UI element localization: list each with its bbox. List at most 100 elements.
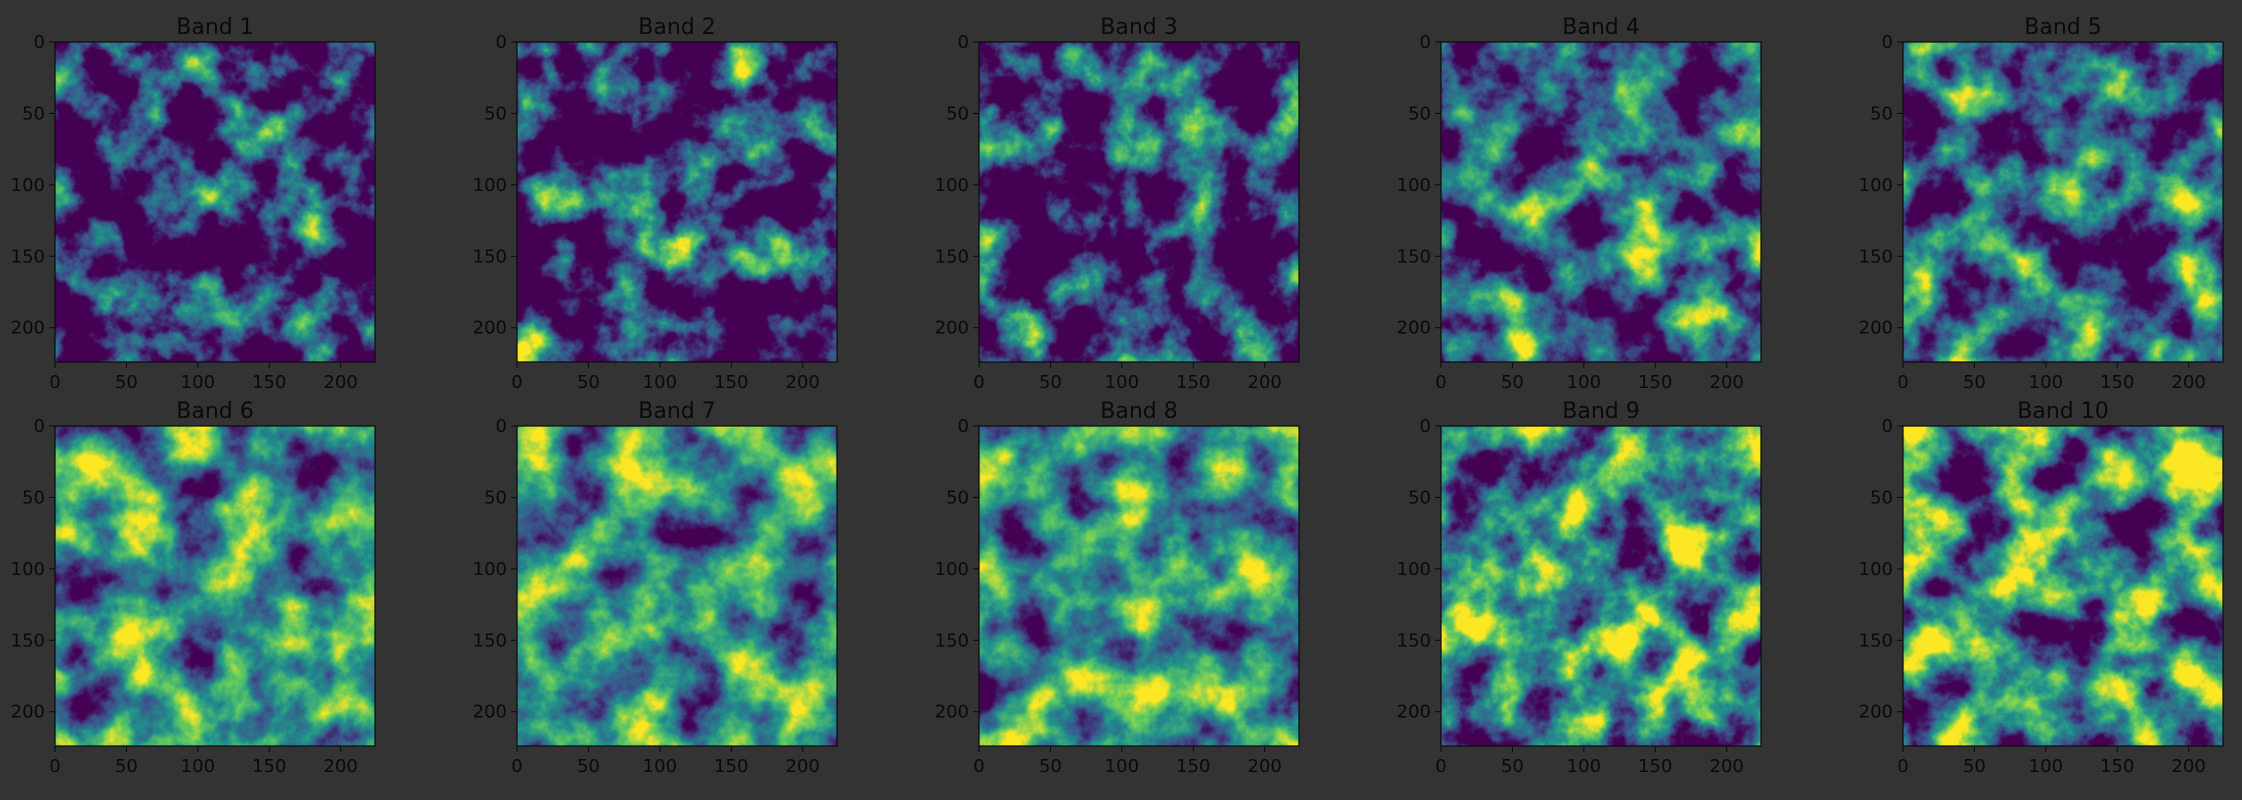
x-tick-label: 200 — [324, 756, 358, 777]
subplot-band-2: Band 2 0 50 100 150 200 0 50 100 150 200 — [473, 15, 838, 393]
x-tick-label: 100 — [643, 372, 677, 393]
x-tick-label: 0 — [1435, 756, 1446, 777]
y-tick-label: 50 — [946, 103, 969, 124]
y-tick-label: 100 — [935, 559, 969, 580]
x-tick-label: 50 — [115, 756, 138, 777]
x-tick-label: 200 — [1248, 756, 1282, 777]
y-tick-label: 150 — [11, 630, 45, 651]
x-tick-label: 100 — [181, 756, 215, 777]
band-image — [979, 426, 1299, 746]
y-tick-label: 200 — [473, 318, 507, 339]
band-image — [1441, 426, 1761, 746]
y-tick-label: 50 — [946, 487, 969, 508]
subplot-band-3: Band 3 0 50 100 150 200 0 50 100 150 200 — [935, 15, 1300, 393]
y-tick-label: 150 — [1859, 246, 1893, 267]
band-image — [517, 426, 837, 746]
subplot-band-8: Band 8 0 50 100 150 200 0 50 100 150 200 — [935, 399, 1300, 777]
x-tick-label: 0 — [511, 372, 522, 393]
y-tick-label: 100 — [935, 175, 969, 196]
y-tick-label: 0 — [958, 416, 969, 437]
x-tick-label: 150 — [1638, 756, 1672, 777]
x-tick-label: 50 — [1963, 372, 1986, 393]
y-tick-label: 50 — [484, 103, 507, 124]
band-image — [1903, 426, 2223, 746]
y-tick-label: 200 — [935, 702, 969, 723]
subplot-band-4: Band 4 0 50 100 150 200 0 50 100 150 200 — [1397, 15, 1762, 393]
y-tick-label: 100 — [11, 175, 45, 196]
x-tick-label: 50 — [115, 372, 138, 393]
axes-frame — [978, 41, 1300, 363]
x-tick-label: 50 — [1039, 372, 1062, 393]
x-tick-label: 50 — [1501, 372, 1524, 393]
band-image — [1441, 42, 1761, 362]
y-tick-label: 200 — [935, 318, 969, 339]
x-tick-label: 0 — [511, 756, 522, 777]
axes-frame — [1440, 425, 1762, 747]
y-tick-label: 0 — [34, 416, 45, 437]
axes-frame — [54, 41, 376, 363]
x-tick-label: 200 — [2172, 756, 2206, 777]
axes-frame — [1902, 425, 2224, 747]
y-tick-label: 50 — [22, 103, 45, 124]
axes-frame — [516, 41, 838, 363]
axes-frame — [978, 425, 1300, 747]
subplot-title: Band 5 — [2024, 15, 2101, 40]
y-tick-label: 200 — [1397, 318, 1431, 339]
x-tick-label: 50 — [1963, 756, 1986, 777]
x-tick-label: 0 — [49, 372, 60, 393]
x-tick-label: 50 — [1039, 756, 1062, 777]
y-tick-label: 150 — [935, 630, 969, 651]
x-tick-label: 150 — [2100, 756, 2134, 777]
y-tick-label: 50 — [22, 487, 45, 508]
y-tick-label: 150 — [11, 246, 45, 267]
subplot-title: Band 2 — [638, 15, 715, 40]
subplot-band-7: Band 7 0 50 100 150 200 0 50 100 150 200 — [473, 399, 838, 777]
y-tick-label: 0 — [1882, 32, 1893, 53]
y-tick-label: 0 — [1882, 416, 1893, 437]
subplot-band-9: Band 9 0 50 100 150 200 0 50 100 150 200 — [1397, 399, 1762, 777]
y-tick-label: 150 — [473, 246, 507, 267]
y-tick-label: 100 — [11, 559, 45, 580]
x-tick-label: 0 — [49, 756, 60, 777]
band-image — [979, 42, 1299, 362]
x-tick-label: 100 — [2029, 372, 2063, 393]
x-tick-label: 200 — [786, 372, 820, 393]
y-tick-label: 0 — [1420, 416, 1431, 437]
x-tick-label: 100 — [1105, 756, 1139, 777]
x-tick-label: 0 — [1897, 756, 1908, 777]
subplot-title: Band 7 — [638, 399, 715, 424]
x-tick-label: 200 — [1710, 756, 1744, 777]
y-tick-label: 0 — [958, 32, 969, 53]
y-tick-label: 100 — [1859, 559, 1893, 580]
x-tick-label: 150 — [714, 372, 748, 393]
y-tick-label: 0 — [34, 32, 45, 53]
subplot-title: Band 8 — [1100, 399, 1177, 424]
y-tick-label: 200 — [1397, 702, 1431, 723]
y-tick-label: 150 — [1397, 246, 1431, 267]
x-tick-label: 200 — [1710, 372, 1744, 393]
x-tick-label: 50 — [577, 372, 600, 393]
y-tick-label: 50 — [1408, 103, 1431, 124]
subplot-band-10: Band 10 0 50 100 150 200 0 50 100 150 200 — [1859, 399, 2224, 777]
x-tick-label: 100 — [643, 756, 677, 777]
x-tick-label: 100 — [1567, 756, 1601, 777]
y-tick-label: 0 — [1420, 32, 1431, 53]
y-tick-label: 200 — [473, 702, 507, 723]
x-tick-label: 50 — [1501, 756, 1524, 777]
band-image — [1903, 42, 2223, 362]
band-image — [55, 426, 375, 746]
y-tick-label: 200 — [11, 318, 45, 339]
axes-frame — [516, 425, 838, 747]
y-tick-label: 200 — [1859, 318, 1893, 339]
x-tick-label: 200 — [2172, 372, 2206, 393]
y-tick-label: 50 — [1870, 487, 1893, 508]
x-tick-label: 0 — [1435, 372, 1446, 393]
y-tick-label: 100 — [473, 559, 507, 580]
subplot-band-6: Band 6 0 50 100 150 200 0 50 100 150 200 — [11, 399, 376, 777]
subplot-title: Band 10 — [2017, 399, 2108, 424]
x-tick-label: 150 — [252, 372, 286, 393]
subplot-band-5: Band 5 0 50 100 150 200 0 50 100 150 200 — [1859, 15, 2224, 393]
x-tick-label: 150 — [1176, 372, 1210, 393]
x-tick-label: 150 — [2100, 372, 2134, 393]
